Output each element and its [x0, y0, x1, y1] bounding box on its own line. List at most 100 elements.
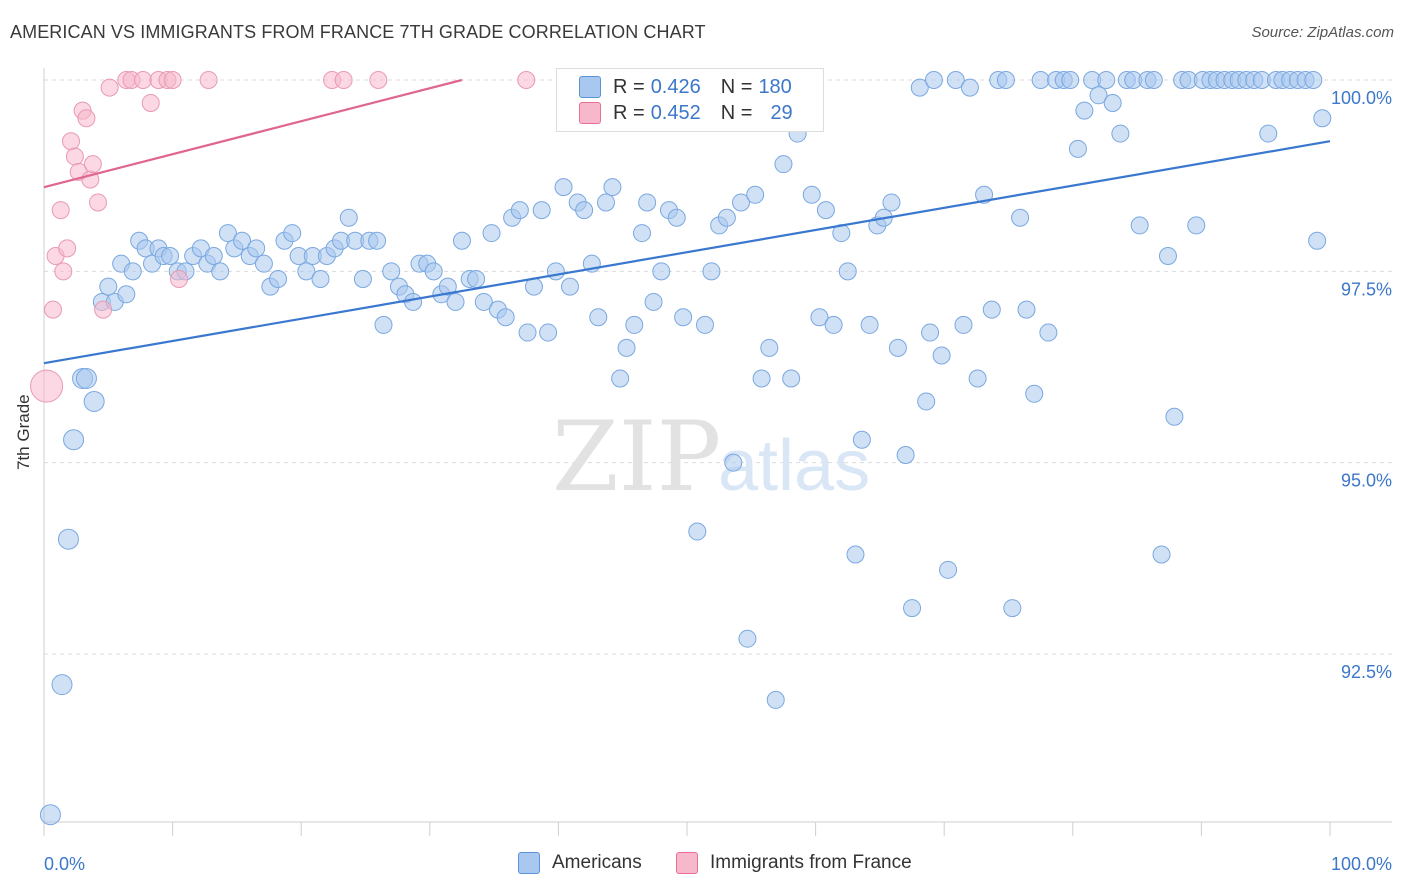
americans-point [717, 208, 736, 227]
americans-point [782, 369, 801, 388]
americans-point [1130, 216, 1149, 235]
americans-point [674, 308, 693, 327]
legend-n-value: 180 [758, 75, 792, 98]
france-point [334, 71, 353, 89]
france-point [30, 369, 64, 403]
france-point [54, 262, 73, 281]
americans-point [311, 269, 330, 288]
legend-row-france: R = 0.452 N = 29 [579, 101, 793, 125]
americans-point [83, 390, 105, 412]
americans-point [625, 315, 644, 334]
americans-point [752, 369, 771, 388]
americans-point [1152, 545, 1171, 564]
americans-point [467, 269, 486, 288]
x-tick-label: 100.0% [1331, 854, 1392, 874]
americans-point [1003, 599, 1022, 618]
legend-r-label: R = [613, 101, 645, 124]
france-point [163, 71, 182, 89]
americans-point [774, 155, 793, 174]
americans-point [161, 247, 180, 266]
americans-point [539, 323, 558, 342]
americans-point [532, 201, 551, 220]
americans-point [766, 690, 785, 709]
americans-point [954, 315, 973, 334]
france-point [51, 201, 70, 220]
legend-item-france[interactable]: Immigrants from France [676, 852, 912, 874]
y-tick-label: 92.5% [1341, 662, 1392, 682]
americans-point [802, 185, 821, 204]
americans-point [882, 193, 901, 212]
americans-point [283, 224, 302, 243]
y-tick-label: 100.0% [1331, 88, 1392, 108]
americans-point [667, 208, 686, 227]
americans-point [617, 338, 636, 357]
americans-point [1061, 71, 1080, 89]
americans-point [575, 201, 594, 220]
france-point [100, 78, 119, 97]
americans-point [204, 247, 223, 266]
americans-point [917, 392, 936, 411]
americans-point [946, 71, 965, 89]
france-point [199, 71, 218, 89]
americans-point [852, 430, 871, 449]
legend-r-value: 0.452 [650, 101, 701, 124]
americans-point [482, 224, 501, 243]
legend-swatch-blue [579, 76, 601, 98]
americans-point [63, 429, 85, 451]
americans-point [1031, 71, 1050, 89]
americans-point [123, 262, 142, 281]
americans-point [696, 315, 715, 334]
legend-r-label: R = [613, 75, 645, 98]
americans-point [382, 262, 401, 281]
americans-point [968, 369, 987, 388]
bottom-legend: Americans Immigrants from France [0, 852, 1406, 878]
legend-item-americans[interactable]: Americans [518, 852, 642, 874]
americans-point [297, 262, 316, 281]
americans-point [438, 277, 457, 296]
americans-point [554, 178, 573, 197]
americans-point [810, 308, 829, 327]
americans-point [1308, 231, 1327, 250]
americans-point [1011, 208, 1030, 227]
watermark-zip: ZIP [552, 401, 721, 513]
legend-r-value: 0.426 [650, 75, 701, 98]
americans-point [975, 185, 994, 204]
americans-point [1187, 216, 1206, 235]
americans-point [1158, 247, 1177, 266]
americans-point [269, 269, 288, 288]
americans-point [846, 545, 865, 564]
legend-label-france: Immigrants from France [710, 852, 912, 873]
americans-point [1165, 407, 1184, 426]
americans-point [860, 315, 879, 334]
americans-point [474, 292, 493, 311]
americans-point [924, 71, 943, 89]
americans-point [888, 338, 907, 357]
americans-point [738, 629, 757, 648]
france-point [89, 193, 108, 212]
americans-point [1017, 300, 1036, 319]
france-point [369, 71, 388, 89]
americans-point [560, 277, 579, 296]
legend-swatch-france [676, 852, 698, 874]
americans-point [632, 224, 651, 243]
watermark-atlas: atlas [718, 426, 870, 506]
france-points [30, 71, 536, 403]
americans-point [374, 315, 393, 334]
americans-point [353, 269, 372, 288]
americans-point [546, 262, 565, 281]
americans-point [896, 446, 915, 465]
americans-point [510, 201, 529, 220]
americans-point [921, 323, 940, 342]
americans-point [760, 338, 779, 357]
legend-swatch-americans [518, 852, 540, 874]
americans-point [652, 262, 671, 281]
y-tick-label: 95.0% [1341, 471, 1392, 491]
americans-point [254, 254, 273, 273]
americans-point [638, 193, 657, 212]
americans-point [247, 239, 266, 258]
france-point [170, 269, 189, 288]
chart-title: AMERICAN VS IMMIGRANTS FROM FRANCE 7TH G… [10, 22, 706, 42]
stats-legend: R = 0.426 N = 180 R = 0.452 N = 29 [556, 68, 824, 132]
axes [43, 68, 1392, 836]
americans-point [1111, 124, 1130, 143]
